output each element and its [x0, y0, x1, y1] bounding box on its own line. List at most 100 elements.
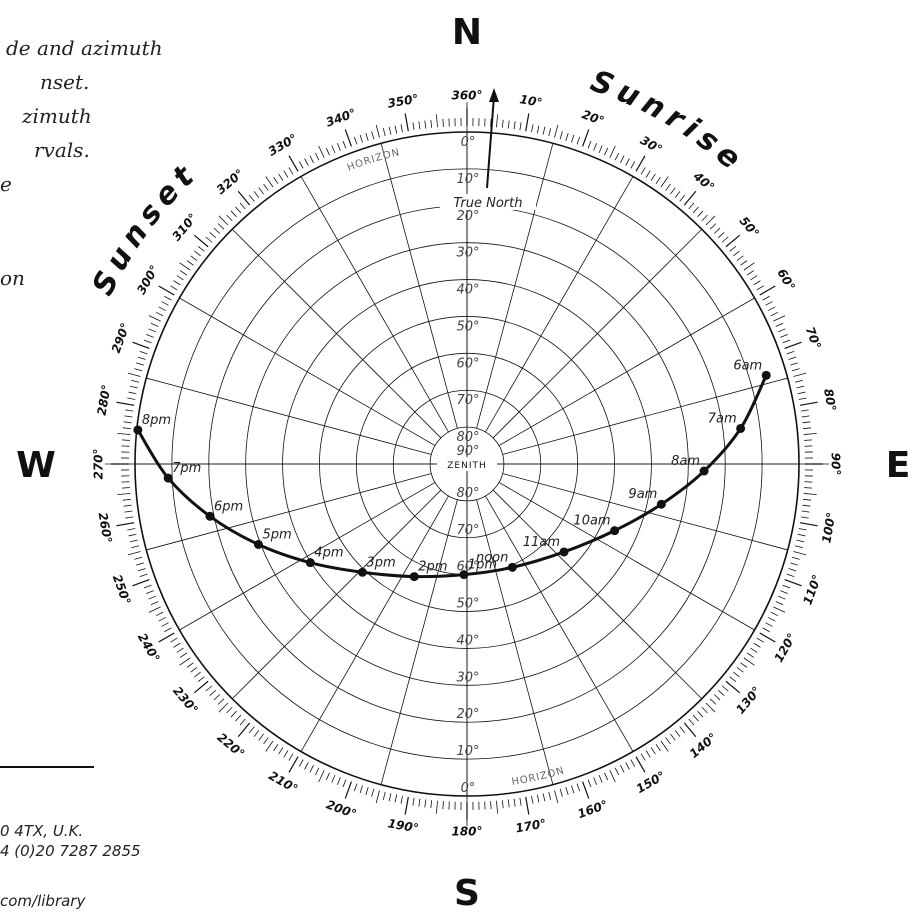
azimuth-tick	[791, 556, 800, 560]
altitude-label-north: 0°	[461, 135, 476, 150]
azimuth-tick	[794, 545, 803, 549]
azimuth-tick	[418, 121, 421, 130]
azimuth-tick	[436, 114, 438, 128]
azimuth-label: 30°	[638, 133, 665, 156]
azimuth-tick	[559, 788, 563, 797]
sun-hour-label: 9am	[628, 487, 657, 502]
azimuth-label: 180°	[451, 825, 482, 839]
azimuth-tick	[388, 793, 392, 802]
azimuth-tick	[424, 799, 427, 808]
azimuth-tick	[288, 155, 299, 172]
azimuth-tick	[513, 798, 516, 807]
azimuth-tick	[170, 637, 178, 643]
azimuth-tick	[496, 114, 498, 128]
azimuth-tick	[692, 206, 699, 214]
sun-hour-point	[305, 558, 315, 568]
azimuth-tick	[507, 799, 510, 808]
azimuth-tick	[190, 255, 198, 261]
azimuth-label: 90°	[829, 453, 843, 476]
azimuth-spoke	[300, 495, 449, 752]
azimuth-tick	[746, 652, 755, 658]
azimuth-label: 330°	[266, 131, 300, 159]
azimuth-tick	[740, 662, 748, 668]
sun-hour-label: 4pm	[314, 546, 343, 561]
azimuth-tick	[793, 372, 807, 377]
azimuth-tick	[359, 134, 363, 143]
azimuth-tick	[753, 280, 761, 286]
altitude-label-north: 40°	[456, 283, 479, 298]
sun-hour-label: 10am	[573, 514, 610, 529]
azimuth-tick	[131, 379, 140, 383]
azimuth-tick	[400, 124, 403, 133]
azimuth-tick	[665, 183, 671, 191]
azimuth-tick	[670, 187, 676, 195]
azimuth-tick	[424, 120, 427, 129]
azimuth-tick	[137, 356, 146, 360]
footer-url: com/library	[0, 892, 86, 910]
azimuth-tick	[131, 545, 140, 549]
azimuth-tick	[794, 379, 803, 383]
azimuth-tick	[746, 270, 755, 276]
azimuth-label: 200°	[324, 797, 358, 821]
azimuth-tick	[635, 756, 646, 773]
azimuth-tick	[640, 167, 646, 175]
azimuth-tick	[342, 779, 347, 788]
sunrise-label: Sunrise	[586, 64, 752, 181]
azimuth-tick	[273, 743, 279, 752]
azimuth-tick	[205, 236, 213, 243]
azimuth-tick	[501, 800, 504, 809]
altitude-label-south: 50°	[456, 597, 479, 612]
azimuth-spoke	[380, 143, 458, 429]
azimuth-tick	[701, 706, 708, 714]
azimuth-tick	[430, 800, 433, 809]
azimuth-tick	[784, 579, 802, 587]
azimuth-tick	[170, 285, 178, 291]
azimuth-tick	[800, 516, 809, 519]
azimuth-tick	[736, 667, 744, 673]
azimuth-tick	[554, 124, 559, 138]
azimuth-tick	[400, 795, 403, 804]
sun-hour-point	[507, 562, 517, 572]
azimuth-tick	[525, 113, 530, 132]
azimuth-tick	[692, 714, 699, 722]
azimuth-tick	[139, 573, 148, 578]
azimuth-tick	[802, 421, 811, 424]
azimuth-tick	[164, 295, 172, 301]
azimuth-spoke	[380, 499, 458, 785]
azimuth-spoke	[476, 143, 554, 429]
azimuth-tick	[777, 595, 786, 600]
altitude-label-north: 20°	[456, 209, 479, 224]
azimuth-label: 60°	[774, 266, 797, 293]
azimuth-tick	[531, 124, 534, 133]
azimuth-spoke	[476, 499, 554, 785]
footer-address: 0 4TX, U.K.	[0, 822, 84, 840]
azimuth-tick	[353, 136, 358, 145]
azimuth-tick	[278, 173, 284, 181]
azimuth-tick	[721, 685, 729, 692]
azimuth-tick	[375, 124, 380, 138]
azimuth-tick	[158, 285, 175, 296]
azimuth-tick	[614, 767, 620, 776]
sun-hour-label: 1pm	[468, 558, 497, 573]
azimuth-tick	[635, 155, 646, 172]
azimuth-tick	[630, 161, 636, 169]
altitude-label-south: 20°	[456, 707, 479, 722]
altitude-label-north: 50°	[456, 319, 479, 334]
azimuth-tick	[371, 788, 375, 797]
azimuth-tick	[804, 439, 813, 441]
azimuth-tick	[733, 250, 740, 257]
azimuth-tick	[239, 202, 246, 210]
azimuth-tick	[773, 315, 786, 322]
azimuth-tick	[265, 740, 274, 752]
azimuth-label: 70°	[803, 325, 824, 351]
azimuth-spoke	[179, 482, 436, 631]
azimuth-tick	[587, 779, 592, 788]
azimuth-tick	[143, 339, 152, 344]
azimuth-tick	[717, 689, 725, 696]
azimuth-tick	[344, 781, 352, 799]
azimuth-tick	[598, 145, 603, 154]
azimuth-label: 360°	[451, 89, 482, 103]
azimuth-tick	[404, 796, 409, 815]
azimuth-label: 240°	[135, 631, 163, 665]
azimuth-tick	[733, 671, 740, 678]
